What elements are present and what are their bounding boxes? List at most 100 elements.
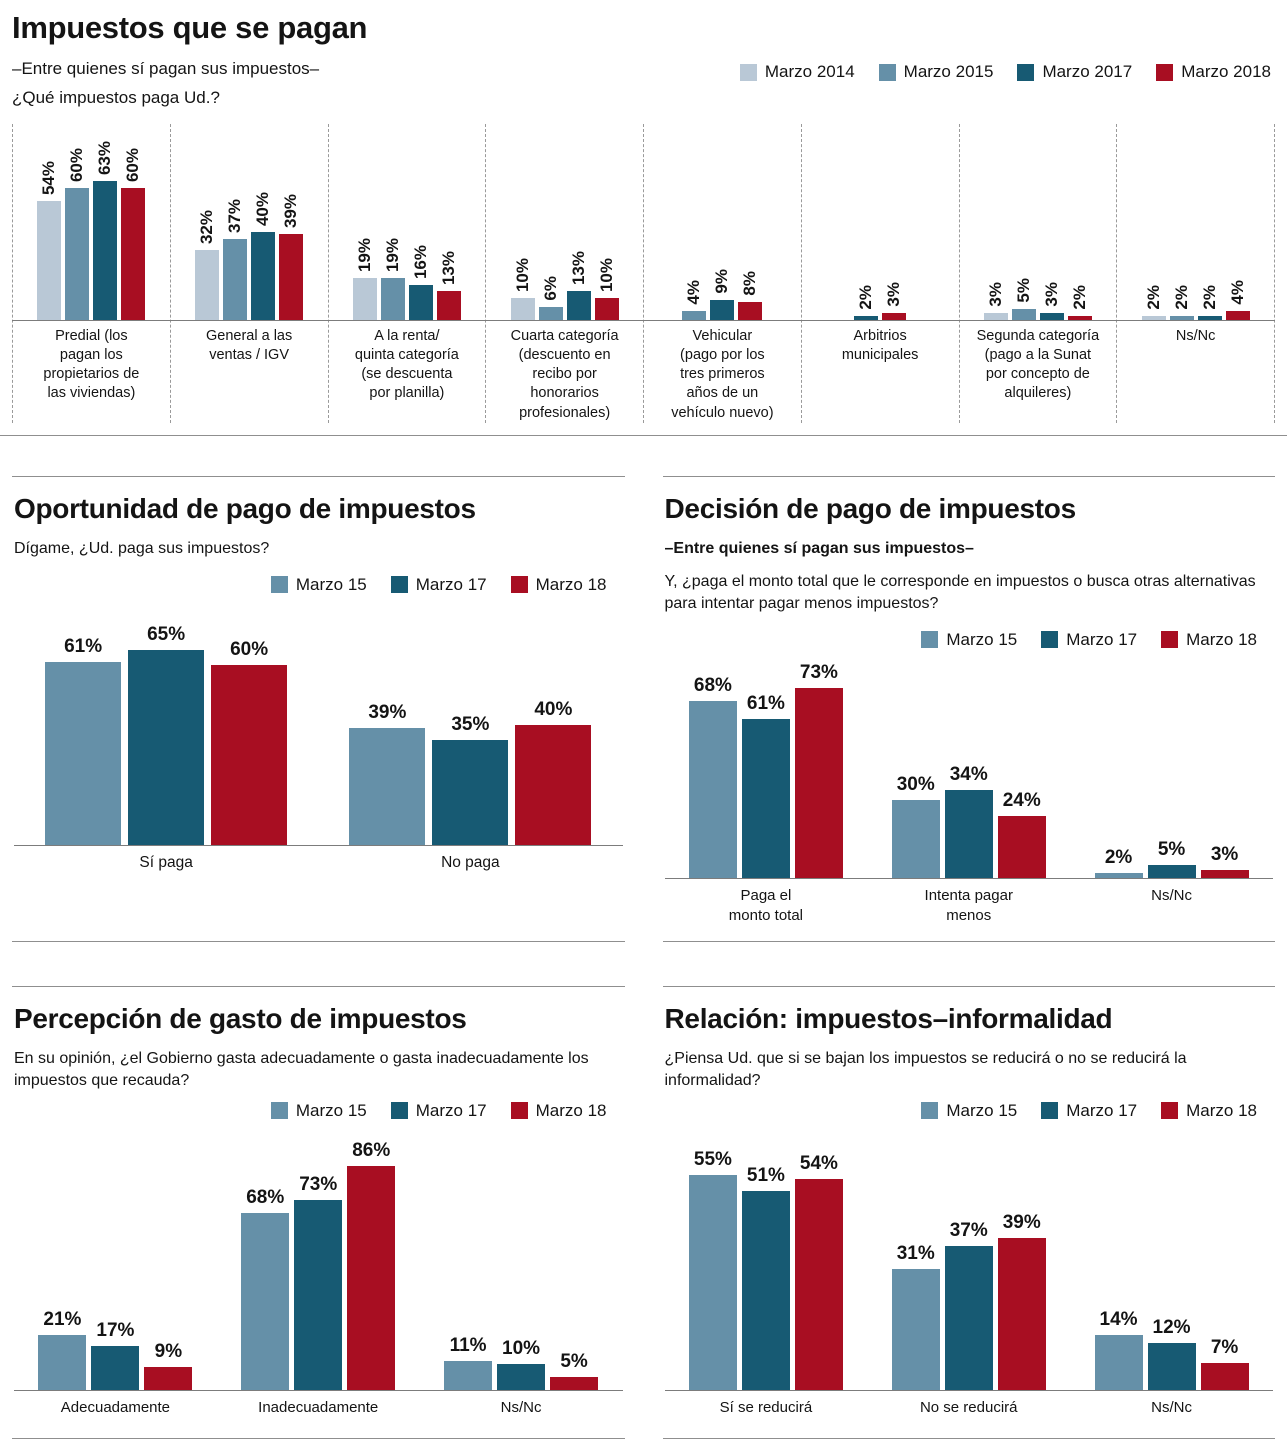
bar-column: 37%: [944, 1219, 993, 1390]
category-label: No paga: [441, 853, 500, 871]
bar-marzo-2018: [1067, 316, 1092, 320]
bar-marzo-17: [91, 1345, 140, 1390]
legend-item: Marzo 18: [1161, 630, 1257, 650]
legend-swatch: [270, 1102, 288, 1120]
bar-marzo-17: [741, 1190, 790, 1390]
bar-cluster: 2% 3%: [854, 124, 907, 320]
bar-column: 32%: [195, 210, 220, 320]
legend: Marzo 15 Marzo 17 Marzo 18: [14, 1101, 607, 1121]
bar-value-label: 37%: [949, 1219, 988, 1241]
legend-swatch: [921, 1102, 939, 1120]
bar-column: 65%: [128, 624, 205, 845]
chart-question: Y, ¿paga el monto total que le correspon…: [664, 572, 1256, 612]
bar-cluster: 61% 65% 60%: [45, 621, 288, 845]
bar-column: 61%: [45, 636, 122, 845]
bar-cluster: 4% 9% 8%: [682, 124, 763, 320]
bar-value-label: 5%: [560, 1350, 588, 1372]
legend-item: Marzo 17: [390, 575, 487, 595]
bar-value-label: 5%: [1157, 838, 1186, 860]
bar-cluster: 68% 61% 73%: [688, 660, 843, 878]
charts-row-2: Percepción de gasto de impuestos En su o…: [0, 986, 1287, 1439]
chart-title: Relación: impuestos–informalidad: [664, 1003, 1113, 1035]
bar-column: 73%: [794, 662, 843, 878]
bar-value-label: 16%: [410, 244, 430, 279]
bar-column: 11%: [444, 1335, 493, 1390]
bar-column: 13%: [436, 250, 461, 320]
panel-percepcion-de-gasto: Percepción de gasto de impuestos En su o…: [12, 986, 625, 1439]
bar-value-label: 3%: [1210, 843, 1239, 865]
bar-marzo-15: [349, 727, 426, 845]
bar-marzo-18: [347, 1165, 396, 1390]
bar-group: 19% 19% 16% 13% A la renta/ quinta categoría…: [327, 124, 486, 423]
bar-column: 8%: [738, 271, 763, 320]
bar-marzo-2015: [65, 188, 90, 320]
bar-marzo-15: [241, 1212, 290, 1390]
bar-marzo-2017: [854, 316, 879, 320]
bar-value-label: 19%: [382, 237, 402, 272]
legend-label: Marzo 15: [295, 1100, 367, 1120]
bar-cluster: 55% 51% 54%: [688, 1135, 843, 1390]
bar-group: 2% 3% Arbitrios municipales: [800, 124, 959, 423]
bar-marzo-18: [144, 1366, 193, 1390]
bar-column: 17%: [91, 1320, 140, 1390]
bar-value-label: 2%: [1171, 285, 1191, 310]
bar-cluster: 14% 12% 7%: [1094, 1135, 1249, 1390]
legend-item: Marzo 2015: [878, 62, 993, 82]
bar-value-label: 10%: [596, 257, 616, 292]
legend-label: Marzo 18: [535, 574, 607, 594]
oportunidad-plot: 61% 65% 60% Sí paga 39% 35% 40% No paga: [14, 621, 623, 877]
bar-marzo-2018: [882, 313, 907, 320]
bar-column: 5%: [550, 1350, 599, 1390]
bar-value-label: 5%: [1013, 278, 1033, 303]
bar-value-label: 13%: [568, 250, 588, 285]
page-title: Impuestos que se pagan: [12, 10, 368, 45]
bar-column: 5%: [1011, 278, 1036, 320]
axis-baseline: [14, 844, 623, 846]
bar-column: 55%: [688, 1149, 737, 1390]
chart-question: Dígame, ¿Ud. paga sus impuestos?: [14, 539, 270, 557]
bar-column: 4%: [682, 280, 707, 320]
bar-column: 54%: [37, 160, 62, 320]
chart-title: Decisión de pago de impuestos: [664, 492, 1077, 524]
bar-marzo-17: [432, 739, 509, 845]
bar-marzo-18: [794, 687, 843, 878]
legend-item: Marzo 18: [1161, 1101, 1257, 1121]
bar-group: 55% 51% 54% Sí se reducirá: [688, 1135, 843, 1422]
bar-marzo-17: [944, 789, 993, 878]
bar-marzo-2017: [1039, 313, 1064, 320]
bar-column: 39%: [997, 1212, 1046, 1390]
bar-column: 14%: [1094, 1309, 1143, 1390]
bar-value-label: 54%: [39, 160, 59, 195]
category-label: Cuarta categoría (descuento en recibo po…: [510, 328, 619, 421]
bar-marzo-2014: [195, 250, 220, 320]
bar-marzo-18: [515, 724, 592, 845]
category-label: Sí paga: [139, 853, 193, 871]
bar-group: 11% 10% 5% Ns/Nc: [444, 1135, 599, 1422]
legend-swatch: [1161, 631, 1179, 649]
legend-item: Marzo 18: [510, 574, 607, 595]
bar-marzo-15: [1094, 872, 1143, 878]
bar-cluster: 2% 2% 2% 4%: [1141, 124, 1250, 320]
category-label: Ns/Nc: [500, 1398, 542, 1416]
percepcion-plot: 21% 17% 9% Adecuadamente 68% 73% 86% Inadecuada…: [14, 1135, 623, 1422]
bar-column: 61%: [741, 693, 790, 878]
axis-baseline: [664, 1389, 1273, 1391]
decision-plot: 68% 61% 73% Paga el monto total 30% 34% 24% Int…: [664, 660, 1273, 926]
bar-cluster: 68% 73% 86%: [241, 1135, 396, 1390]
bar-column: 2%: [1094, 847, 1143, 878]
bar-group: 2% 5% 3% Ns/Nc: [1094, 660, 1249, 926]
bar-column: 35%: [432, 714, 509, 845]
legend-swatch: [390, 1102, 408, 1120]
bar-value-label: 31%: [896, 1242, 935, 1264]
bar-marzo-17: [741, 718, 790, 878]
bar-column: 60%: [211, 639, 288, 845]
bar-marzo-18: [997, 1237, 1046, 1390]
legend-label: Marzo 15: [946, 1100, 1018, 1120]
bar-value-label: 68%: [693, 674, 732, 696]
bar-value-label: 4%: [684, 280, 704, 305]
bar-value-label: 3%: [884, 282, 904, 307]
legend-label: Marzo 18: [1186, 1100, 1257, 1120]
bar-value-label: 13%: [438, 250, 458, 285]
bar-marzo-2014: [352, 278, 377, 320]
bar-column: 54%: [794, 1153, 843, 1390]
